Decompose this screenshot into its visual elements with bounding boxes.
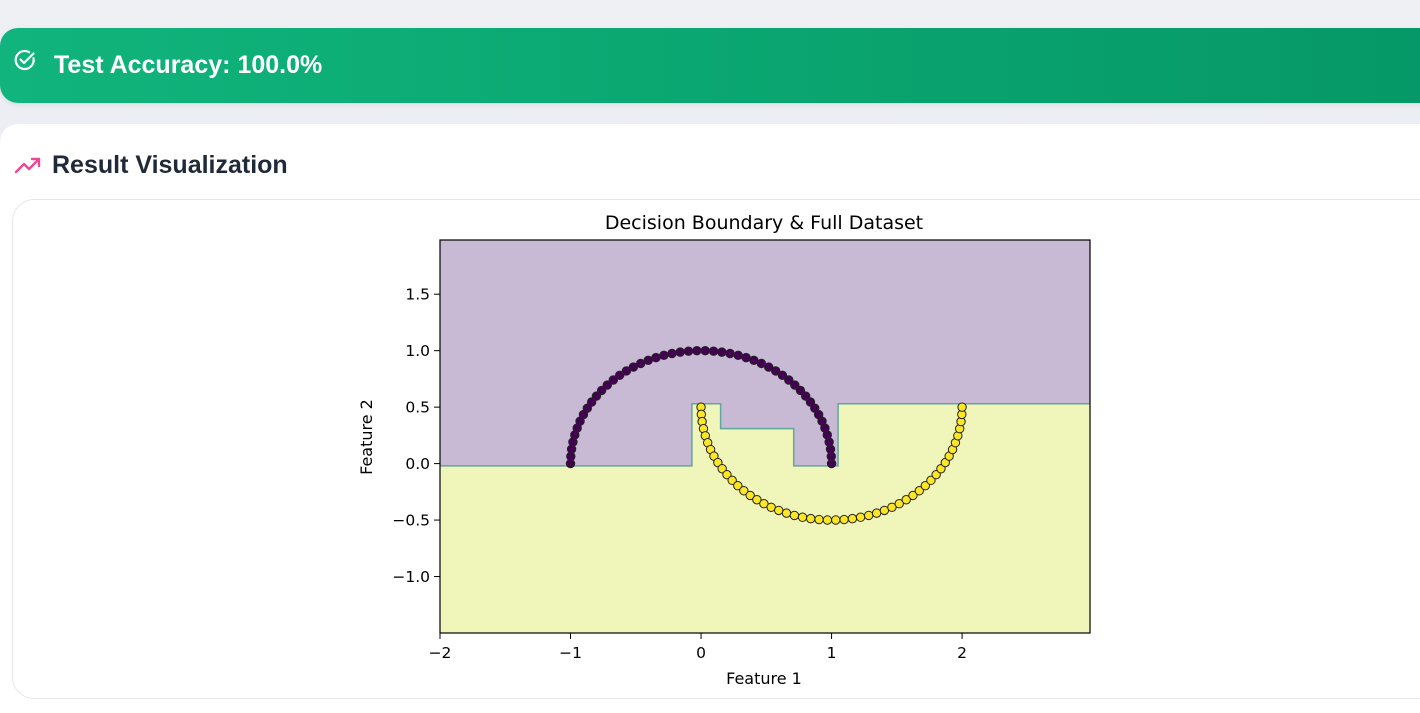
region-class-1 [440, 403, 1090, 633]
data-point-class-0 [790, 380, 800, 390]
x-tick-label: 2 [957, 644, 967, 662]
data-point-class-0 [683, 346, 694, 356]
y-tick-label: 0.0 [405, 455, 430, 473]
data-point-class-1 [957, 402, 967, 412]
accuracy-text: Test Accuracy: 100.0% [54, 51, 323, 79]
data-point-class-1 [727, 475, 737, 486]
data-point-class-0 [771, 366, 781, 376]
section-title: Result Visualization [52, 151, 288, 179]
data-point-class-1 [745, 490, 755, 501]
data-point-class-1 [806, 513, 816, 524]
data-point-class-0 [659, 350, 669, 361]
data-point-class-1 [759, 499, 769, 509]
data-point-class-1 [733, 481, 743, 491]
data-point-class-0 [651, 352, 661, 363]
data-point-class-0 [565, 458, 576, 469]
data-point-class-0 [717, 347, 727, 357]
data-point-class-1 [781, 508, 792, 518]
decision-boundary-line [440, 403, 1090, 467]
data-point-class-1 [914, 486, 925, 496]
data-point-class-1 [908, 490, 918, 501]
y-tick-label: 1.0 [405, 342, 430, 360]
data-point-class-0 [608, 375, 618, 385]
result-card: Result Visualization Decision Boundary &… [0, 124, 1420, 713]
accuracy-banner: Test Accuracy: 100.0% [0, 28, 1420, 103]
data-point-class-0 [614, 370, 625, 381]
data-point-class-1 [855, 512, 866, 522]
data-point-class-1 [814, 514, 824, 525]
data-point-class-0 [749, 355, 759, 366]
y-tick-label: −0.5 [392, 512, 430, 530]
y-tick-label: 0.5 [405, 399, 430, 417]
data-point-class-1 [822, 515, 833, 525]
data-point-class-0 [596, 385, 607, 396]
plot-container: Decision Boundary & Full Dataset −2 −1 0 1 2… [12, 199, 1420, 699]
data-point-class-0 [764, 362, 774, 372]
data-point-class-1 [774, 505, 784, 516]
data-point-class-0 [667, 348, 677, 359]
data-point-class-1 [847, 513, 858, 524]
trending-up-icon [14, 157, 41, 174]
data-point-class-0 [621, 366, 632, 376]
data-point-class-0 [635, 358, 646, 369]
data-point-class-0 [741, 352, 751, 363]
y-tick-label: −1.0 [392, 568, 430, 586]
data-point-class-0 [692, 346, 702, 356]
x-tick-label: 1 [827, 644, 837, 662]
x-tick-label: −1 [559, 644, 582, 662]
x-tick-label: −2 [429, 644, 452, 662]
data-point-class-0 [602, 380, 612, 390]
x-tick-label: 0 [696, 644, 706, 662]
data-point-class-1 [894, 499, 904, 509]
data-point-class-0 [784, 375, 794, 385]
y-axis-label: Feature 2 [357, 399, 376, 475]
data-point-class-1 [926, 475, 936, 486]
data-point-class-1 [789, 510, 800, 521]
data-point-class-1 [722, 469, 732, 480]
data-point-class-0 [700, 346, 710, 356]
data-point-class-0 [795, 385, 806, 396]
data-point-class-1 [797, 512, 808, 522]
decision-boundary-chart: Decision Boundary & Full Dataset −2 −1 0 1 2… [357, 212, 1091, 688]
data-point-class-1 [839, 514, 849, 525]
data-point-class-1 [752, 495, 762, 505]
data-point-class-1 [887, 502, 897, 512]
data-point-class-0 [777, 370, 788, 381]
data-point-class-0 [628, 362, 639, 372]
data-point-class-0 [708, 346, 719, 356]
data-point-class-0 [675, 347, 685, 357]
data-point-class-0 [733, 350, 743, 361]
data-point-class-1 [864, 510, 874, 521]
plot-frame-border [439, 239, 1091, 634]
data-point-class-0 [725, 348, 735, 359]
check-circle-icon [14, 49, 35, 71]
data-point-class-1 [901, 495, 911, 505]
chart-title: Decision Boundary & Full Dataset [605, 212, 923, 234]
y-tick-label: 1.5 [405, 286, 430, 304]
data-point-class-0 [800, 391, 811, 401]
x-axis-label: Feature 1 [726, 669, 802, 688]
data-point-class-1 [831, 515, 841, 525]
data-point-class-1 [871, 508, 882, 518]
data-point-class-1 [920, 481, 931, 491]
data-point-class-1 [739, 486, 749, 496]
